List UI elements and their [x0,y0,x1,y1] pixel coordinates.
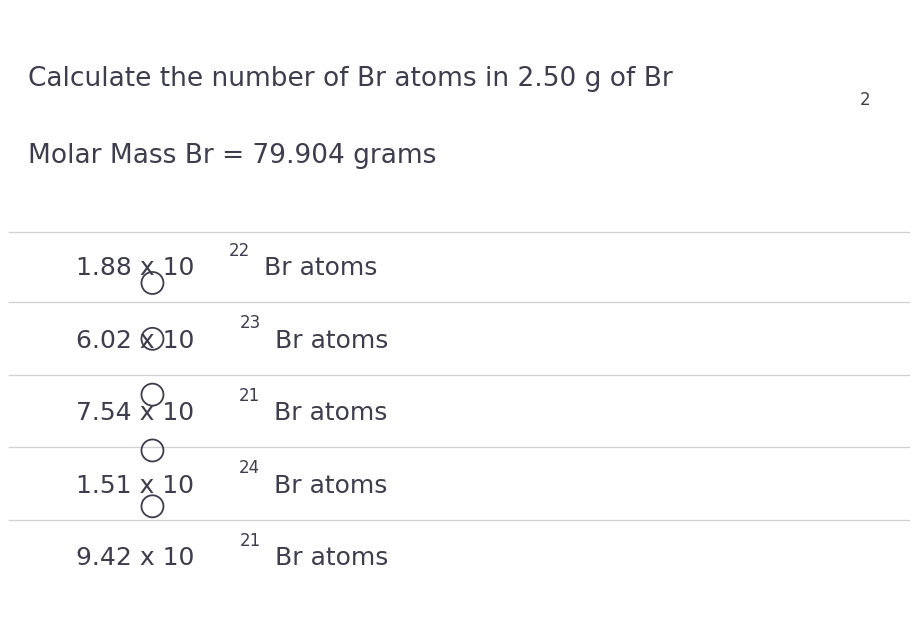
Text: 6.02 x 10: 6.02 x 10 [76,329,203,353]
Text: 1.88 x 10: 1.88 x 10 [76,256,195,280]
Text: Br atoms: Br atoms [266,401,387,425]
Text: 21: 21 [240,532,261,550]
Text: 21: 21 [239,387,260,404]
Text: Br atoms: Br atoms [256,256,377,280]
Text: 9.42 x 10: 9.42 x 10 [76,546,203,570]
Text: 22: 22 [229,242,251,259]
Text: 2: 2 [859,91,870,109]
Text: 24: 24 [239,459,260,477]
Text: Br atoms: Br atoms [266,329,388,353]
Text: Molar Mass Br = 79.904 grams: Molar Mass Br = 79.904 grams [28,143,436,169]
Text: 7.54 x 10: 7.54 x 10 [76,401,202,425]
Text: Br atoms: Br atoms [266,546,388,570]
Text: Br atoms: Br atoms [266,474,387,498]
Text: Calculate the number of Br atoms in 2.50 g of Br: Calculate the number of Br atoms in 2.50… [28,67,672,92]
Text: 23: 23 [240,314,261,332]
Text: 1.51 x 10: 1.51 x 10 [76,474,202,498]
